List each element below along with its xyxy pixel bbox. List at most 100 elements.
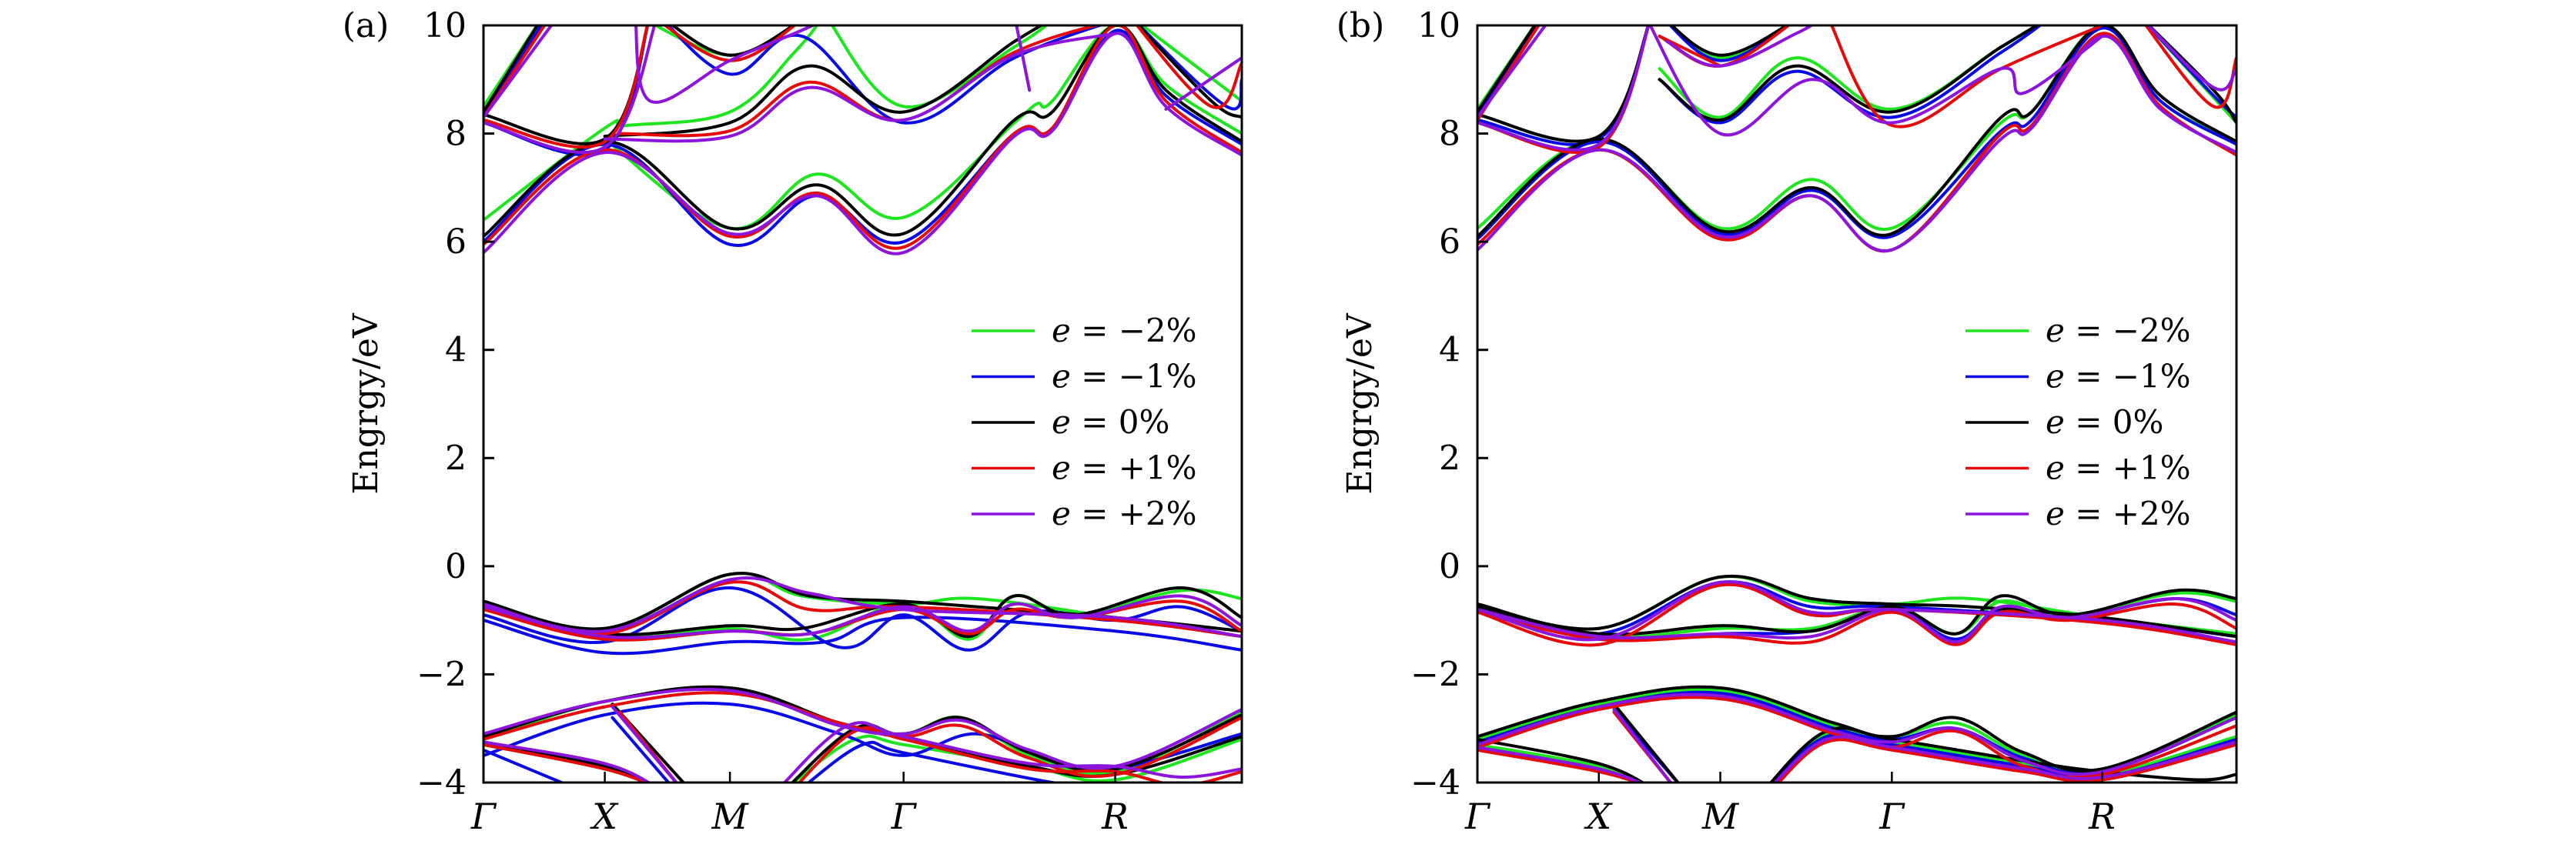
k-point-label: Γ xyxy=(1464,796,1491,837)
k-point-label: M xyxy=(711,796,750,837)
y-tick-label: 0 xyxy=(445,547,467,586)
legend-value: = +1% xyxy=(1071,449,1197,487)
band-line xyxy=(1658,35,1722,68)
y-ticks: −4 −2 0 2 4 6 8 10 xyxy=(417,6,494,803)
plot-frame xyxy=(1476,24,2238,784)
y-tick-label: 2 xyxy=(1439,439,1460,478)
k-point-label: Γ xyxy=(891,796,918,837)
band-line xyxy=(1135,25,1242,109)
band-line xyxy=(806,740,1062,783)
band-line xyxy=(1136,25,1242,119)
y-tick-label: 8 xyxy=(445,115,467,154)
legend-variable: e xyxy=(1052,312,1071,349)
band-line xyxy=(1830,25,2104,128)
band-line xyxy=(611,703,686,783)
band-line xyxy=(1772,735,2236,783)
series-plus1pct xyxy=(483,25,1242,783)
legend-value: = 0% xyxy=(2065,403,2164,441)
band-line xyxy=(1477,25,1547,119)
y-tick-label: 4 xyxy=(1439,331,1460,370)
legend-label: e = +1% xyxy=(2046,449,2191,487)
band-line xyxy=(2146,25,2236,92)
legend-entry: e = 0% xyxy=(972,403,1169,441)
k-point-label: X xyxy=(590,796,619,837)
band-line xyxy=(483,576,1242,639)
band-line xyxy=(634,25,817,104)
legend-entry: e = +1% xyxy=(972,449,1197,487)
band-line xyxy=(483,743,650,783)
band-line xyxy=(483,25,1242,239)
y-tick-label: 10 xyxy=(1417,6,1460,45)
band-line xyxy=(1477,580,2236,644)
legend-label: e = 0% xyxy=(1052,403,1169,441)
band-line xyxy=(1164,56,1242,111)
series-minus1pct xyxy=(1477,25,2236,783)
band-line xyxy=(483,25,554,119)
y-axis-title: Engrgy/eV xyxy=(346,312,386,495)
y-tick-label: 0 xyxy=(1439,547,1460,586)
legend-value: = −2% xyxy=(2065,312,2191,349)
band-line xyxy=(483,687,1242,770)
y-tick-label: 8 xyxy=(1439,115,1460,154)
legend-entry: e = −2% xyxy=(972,312,1197,349)
legend-value: = −1% xyxy=(2065,358,2191,395)
legend-label: e = +2% xyxy=(1052,495,1197,532)
band-line xyxy=(483,25,540,114)
band-line xyxy=(1477,26,2236,241)
legend-value: = +2% xyxy=(2065,495,2191,532)
band-lines xyxy=(483,25,1242,783)
y-ticks: −4 −2 0 2 4 6 8 10 xyxy=(1410,6,1488,803)
band-line xyxy=(782,721,1242,783)
band-line xyxy=(1477,685,2236,773)
legend-variable: e xyxy=(2046,312,2065,349)
legend-entry: e = +1% xyxy=(1965,449,2191,487)
band-line xyxy=(1477,25,1537,114)
legend-variable: e xyxy=(2046,403,2065,441)
band-line xyxy=(1768,729,2236,783)
y-tick-label: 10 xyxy=(423,6,467,45)
y-tick-label: 2 xyxy=(445,439,467,478)
legend-label: e = −1% xyxy=(1052,358,1197,395)
band-line xyxy=(1477,582,2236,647)
legend-label: e = 0% xyxy=(2046,403,2163,441)
legend-variable: e xyxy=(2046,495,2065,532)
legend-variable: e xyxy=(1052,449,1071,487)
band-line xyxy=(483,580,1242,639)
band-line xyxy=(483,740,652,783)
band-line xyxy=(1477,25,2236,239)
band-lines xyxy=(1477,25,2236,783)
band-line xyxy=(1658,25,2040,122)
legend-variable: e xyxy=(2046,449,2065,487)
y-tick-label: −2 xyxy=(417,655,467,694)
band-line xyxy=(483,25,657,155)
legend-label: e = +2% xyxy=(2046,495,2191,532)
band-line xyxy=(483,25,1242,250)
band-line xyxy=(611,716,671,783)
band-line xyxy=(1477,25,1651,152)
series-minus2pct xyxy=(483,25,1242,783)
legend-entry: e = +2% xyxy=(972,495,1197,532)
series-minus2pct xyxy=(1477,25,2236,783)
band-line xyxy=(1477,25,2236,232)
legend-entry: e = +2% xyxy=(1965,495,2191,532)
y-tick-label: 6 xyxy=(1439,222,1460,262)
legend-variable: e xyxy=(2046,358,2065,395)
band-line xyxy=(1477,737,1646,783)
plot-frame xyxy=(482,24,1243,784)
series-0pct xyxy=(1477,25,2236,783)
k-point-label: Γ xyxy=(1878,796,1905,837)
legend-label: e = −1% xyxy=(2046,358,2191,395)
k-point-label: M xyxy=(1701,796,1740,837)
panel-label: (b) xyxy=(1337,6,1385,45)
band-line xyxy=(1477,35,2236,253)
band-line xyxy=(1015,25,1032,92)
band-line xyxy=(797,726,1242,783)
band-line xyxy=(603,25,1045,138)
legend-variable: e xyxy=(1052,495,1071,532)
band-line xyxy=(1669,25,1790,57)
panel-label: (a) xyxy=(343,6,390,45)
